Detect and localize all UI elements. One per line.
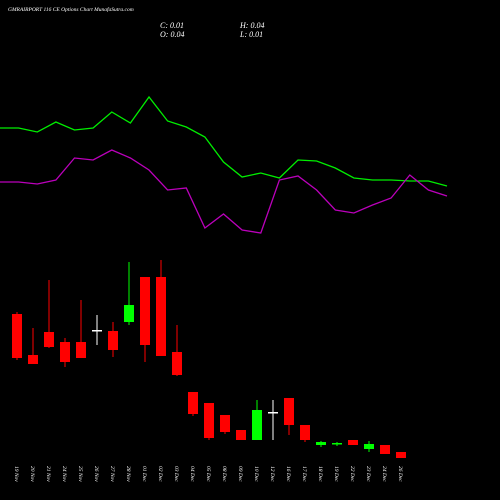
x-tick-label: 18 Dec bbox=[317, 466, 323, 482]
x-tick-label: 16 Dec bbox=[285, 466, 291, 482]
candle-body bbox=[28, 355, 38, 364]
stat-open: O: 0.04 bbox=[160, 30, 184, 39]
x-tick-label: 19 Nov bbox=[13, 466, 19, 482]
candle-body bbox=[188, 392, 198, 414]
candle-body bbox=[172, 352, 182, 375]
x-tick-label: 19 Dec bbox=[333, 466, 339, 482]
candle-body bbox=[268, 412, 278, 414]
candle-body bbox=[60, 342, 70, 362]
x-tick-label: 12 Dec bbox=[269, 466, 275, 482]
candle-body bbox=[380, 445, 390, 454]
x-tick-label: 27 Nov bbox=[109, 466, 115, 482]
x-tick-label: 05 Dec bbox=[205, 466, 211, 482]
candle-body bbox=[204, 403, 214, 438]
x-tick-label: 25 Nov bbox=[77, 466, 83, 482]
stat-close: C: 0.01 bbox=[160, 21, 184, 30]
candle-body bbox=[76, 342, 86, 358]
candle-body bbox=[284, 398, 294, 425]
x-tick-label: 28 Nov bbox=[125, 466, 131, 482]
candle-body bbox=[316, 442, 326, 445]
candle-body bbox=[92, 330, 102, 332]
indicator-line bbox=[0, 149, 448, 234]
candle-body bbox=[140, 277, 150, 345]
candle-body bbox=[252, 410, 262, 440]
x-tick-label: 24 Nov bbox=[61, 466, 68, 482]
x-tick-label: 09 Dec bbox=[237, 466, 243, 482]
indicator-line bbox=[0, 95, 448, 187]
x-tick-label: 26 Nov bbox=[93, 466, 99, 482]
x-tick-label: 22 Dec bbox=[349, 466, 355, 482]
x-tick-label: 24 Dec bbox=[381, 466, 388, 482]
candle-body bbox=[348, 440, 358, 445]
candle-body bbox=[396, 452, 406, 458]
x-tick-label: 04 Dec bbox=[189, 466, 196, 482]
candle-body bbox=[108, 331, 118, 350]
x-tick-label: 17 Dec bbox=[301, 466, 307, 482]
x-tick-label: 08 Dec bbox=[221, 466, 227, 482]
candle-body bbox=[364, 444, 374, 449]
stat-high: H: 0.04 bbox=[239, 21, 264, 30]
x-tick-label: 10 Dec bbox=[253, 466, 259, 482]
x-tick-label: 01 Dec bbox=[141, 466, 147, 482]
candle-body bbox=[44, 332, 54, 347]
candle-body bbox=[156, 277, 166, 356]
x-tick-label: 23 Dec bbox=[365, 466, 371, 482]
chart-title: GMRAIRPORT 116 CE Options Chart MunafaSu… bbox=[8, 6, 134, 13]
x-tick-label: 21 Nov bbox=[45, 466, 51, 482]
candle-body bbox=[124, 305, 134, 322]
candle-body bbox=[12, 314, 22, 358]
x-tick-label: 02 Dec bbox=[157, 466, 163, 482]
candle-body bbox=[332, 443, 342, 445]
x-tick-label: 26 Dec bbox=[397, 466, 403, 482]
candle-body bbox=[236, 430, 246, 440]
candle-body bbox=[220, 415, 230, 432]
stat-low: L: 0.01 bbox=[239, 30, 263, 39]
x-tick-label: 20 Nov bbox=[29, 466, 35, 482]
candle-body bbox=[300, 425, 310, 440]
x-tick-label: 03 Dec bbox=[173, 466, 179, 482]
